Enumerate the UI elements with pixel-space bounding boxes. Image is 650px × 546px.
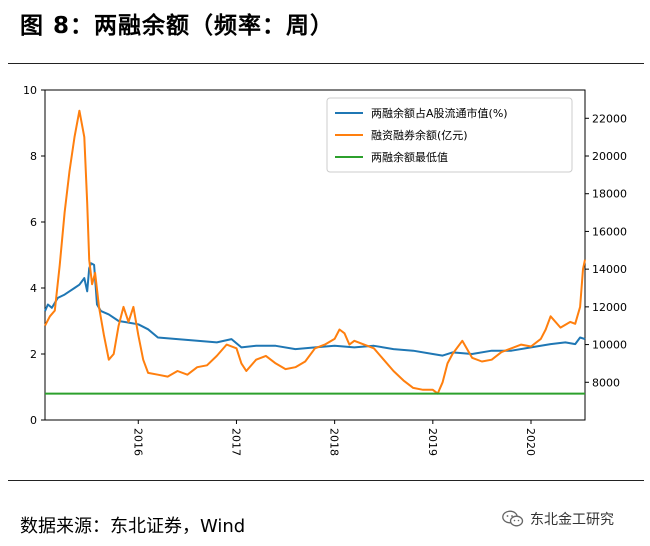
x-tick-label: 2017 [229, 428, 242, 456]
y-right-tick-label: 20000 [592, 150, 627, 163]
x-tick-label: 2018 [328, 428, 341, 456]
y-left-tick-label: 4 [30, 282, 37, 295]
series-line-1 [44, 262, 586, 357]
chart-title: 图 8：两融余额（频率：周） [20, 13, 335, 39]
y-left-tick-label: 6 [30, 216, 37, 229]
y-left-tick-label: 0 [30, 414, 37, 427]
y-right-tick-label: 18000 [592, 188, 627, 201]
y-right-tick-label: 14000 [592, 263, 627, 276]
axes: 0 2 4 6 8 10 8000 10000 12000 14000 16000 18000 2000… [23, 84, 627, 456]
y-right-tick-label: 16000 [592, 225, 627, 238]
y-right-tick-label: 10000 [592, 339, 627, 352]
y-left-tick-label: 8 [30, 150, 37, 163]
bottom-rule [8, 480, 644, 481]
y-left-tick-label: 2 [30, 348, 37, 361]
legend-label: 两融余额占A股流通市值(%) [371, 106, 508, 120]
y-right-tick-label: 22000 [592, 112, 627, 125]
watermark: 东北金工研究 [502, 509, 614, 529]
series-line-2 [44, 109, 586, 395]
line-chart: 0 2 4 6 8 10 8000 10000 12000 14000 16000 18000 2000… [23, 84, 627, 456]
x-tick-label: 2016 [131, 428, 144, 456]
plot-frame [44, 89, 586, 421]
watermark-text: 东北金工研究 [530, 512, 614, 528]
source-note: 数据来源：东北证券，Wind [20, 516, 246, 537]
x-tick-label: 2020 [524, 428, 537, 456]
legend: 两融余额占A股流通市值(%) 融资融券余额(亿元) 两融余额最低值 [326, 97, 573, 173]
series-lines [44, 109, 586, 395]
legend-label: 两融余额最低值 [371, 150, 448, 164]
legend-box [326, 97, 573, 173]
y-right-tick-label: 8000 [592, 376, 620, 389]
top-rule [8, 63, 644, 64]
legend-label: 融资融券余额(亿元) [371, 128, 468, 142]
wechat-icon [502, 510, 524, 527]
y-left-tick-label: 10 [23, 84, 37, 97]
y-right-tick-label: 12000 [592, 301, 627, 314]
x-tick-label: 2019 [426, 428, 439, 456]
